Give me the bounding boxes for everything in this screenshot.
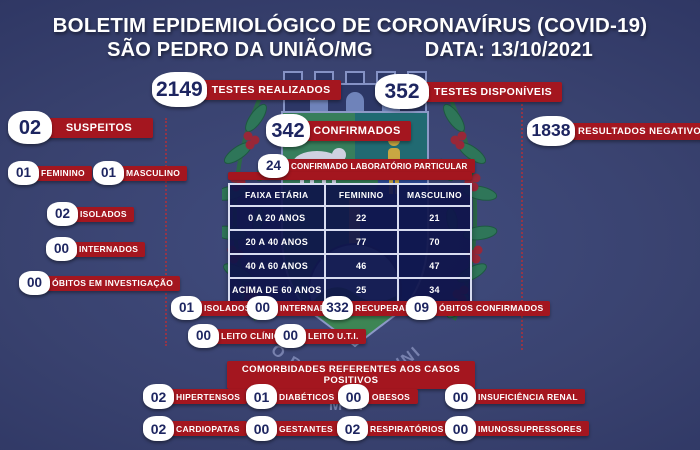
page-subtitle: SÃO PEDRO DA UNIÃO/MG DATA: 13/10/2021 — [0, 39, 700, 62]
stat-label: RESULTADOS NEGATIVOS — [568, 122, 700, 140]
table-row: 20 A 40 ANOS 77 70 — [228, 229, 472, 255]
cell-masculino: 70 — [397, 229, 472, 255]
stat-label: GESTANTES — [270, 421, 341, 436]
stat-label: ÓBITOS EM INVESTIGAÇÃO — [43, 275, 181, 291]
cell-feminino: 22 — [323, 205, 400, 231]
subtitle-city: SÃO PEDRO DA UNIÃO/MG — [107, 39, 373, 61]
stat-obitos-confirmados: 09 ÓBITOS CONFIRMADOS — [406, 296, 551, 320]
stat-value: 00 — [19, 271, 50, 295]
stat-testes-disponiveis: 352 TESTES DISPONÍVEIS — [375, 74, 563, 109]
stat-value: 02 — [8, 111, 52, 144]
age-table-header-row: FAIXA ETÁRIA FEMININO MASCULINO — [228, 183, 472, 207]
stat-value: 00 — [445, 384, 476, 409]
cell-faixa: 0 A 20 ANOS — [228, 205, 326, 231]
stat-label: HIPERTENSOS — [167, 389, 248, 404]
stat-value: 342 — [266, 114, 310, 147]
stat-value: 24 — [258, 154, 289, 178]
stat-value: 00 — [445, 416, 476, 441]
left-dotted-divider — [165, 118, 167, 346]
stat-value: 01 — [8, 161, 39, 185]
stat-masculino: 01 MASCULINO — [93, 161, 188, 185]
stat-value: 352 — [375, 74, 429, 109]
age-table: FAIXA ETÁRIA FEMININO MASCULINO 0 A 20 A… — [228, 183, 472, 303]
stat-suspeitos: 02 SUSPEITOS — [8, 111, 153, 144]
stat-label: FEMININO — [32, 165, 92, 181]
stat-label: CONFIRMADOS — [303, 120, 411, 141]
cell-feminino: 77 — [323, 229, 400, 255]
right-dotted-divider — [521, 96, 523, 350]
stat-label: MASCULINO — [117, 165, 188, 181]
stat-label: RESPIRATÓRIOS — [361, 421, 451, 436]
stat-testes-realizados: 2149 TESTES REALIZADOS — [152, 72, 341, 107]
stat-obitos-em-investigacao: 00 ÓBITOS EM INVESTIGAÇÃO — [19, 271, 181, 295]
stat-resultados-negativos: 1838 RESULTADOS NEGATIVOS — [527, 116, 700, 146]
stat-label: LEITO U.T.I. — [299, 328, 366, 344]
stat-value: 02 — [337, 416, 368, 441]
stat-confirmados: 342 CONFIRMADOS — [266, 114, 411, 147]
cell-faixa: 20 A 40 ANOS — [228, 229, 326, 255]
stat-value: 01 — [93, 161, 124, 185]
stat-label: CARDIOPATAS — [167, 421, 247, 436]
stat-value: 00 — [275, 324, 306, 348]
stat-label: TESTES DISPONÍVEIS — [422, 81, 563, 102]
stat-label: INTERNADOS — [70, 241, 146, 257]
stat-leito-uti: 00 LEITO U.T.I. — [275, 324, 366, 348]
subtitle-date: DATA: 13/10/2021 — [424, 39, 593, 61]
stat-value: 2149 — [152, 72, 207, 107]
col-header-feminino: FEMININO — [323, 183, 400, 207]
cell-masculino: 47 — [397, 253, 472, 279]
stat-label: ISOLADOS — [195, 300, 258, 316]
stat-label: OBESOS — [362, 389, 418, 404]
stat-value: 02 — [143, 384, 174, 409]
stat-value: 09 — [406, 296, 437, 320]
stat-value: 02 — [143, 416, 174, 441]
stat-value: 00 — [46, 237, 77, 261]
table-row: 40 A 60 ANOS 46 47 — [228, 253, 472, 279]
stat-label: LEITO CLÍNICO — [212, 328, 295, 344]
stat-label: TESTES REALIZADOS — [199, 79, 341, 100]
stat-value: 01 — [171, 296, 202, 320]
stat-label: ISOLADOS — [71, 206, 134, 222]
stat-label: INSUFICIÊNCIA RENAL — [469, 389, 585, 404]
stat-hipertensos: 02 HIPERTENSOS — [143, 384, 248, 409]
stat-value: 1838 — [527, 116, 575, 146]
table-row: 0 A 20 ANOS 22 21 — [228, 205, 472, 231]
stat-label: SUSPEITOS — [45, 117, 153, 138]
stat-diabeticos: 01 DIABÉTICOS — [246, 384, 342, 409]
stat-cardiopatas: 02 CARDIOPATAS — [143, 416, 247, 441]
stat-leito-clinico: 00 LEITO CLÍNICO — [188, 324, 295, 348]
stat-value: 02 — [47, 202, 78, 226]
stat-feminino: 01 FEMININO — [8, 161, 92, 185]
stat-insuficiencia-renal: 00 INSUFICIÊNCIA RENAL — [445, 384, 585, 409]
stat-value: 00 — [188, 324, 219, 348]
stat-suspeitos-internados: 00 INTERNADOS — [46, 237, 146, 261]
stat-value: 00 — [338, 384, 369, 409]
col-header-faixa-etaria: FAIXA ETÁRIA — [228, 183, 326, 207]
stat-obesos: 00 OBESOS — [338, 384, 418, 409]
page-title: BOLETIM EPIDEMIOLÓGICO DE CORONAVÍRUS (C… — [52, 14, 648, 37]
stat-imunossupressores: 00 IMUNOSSUPRESSORES — [445, 416, 589, 441]
cell-faixa: 40 A 60 ANOS — [228, 253, 326, 279]
stat-label: DIABÉTICOS — [270, 389, 342, 404]
stat-label: IMUNOSSUPRESSORES — [469, 421, 589, 436]
stat-value: 00 — [246, 416, 277, 441]
stat-confirmados-isolados: 01 ISOLADOS — [171, 296, 258, 320]
cell-masculino: 21 — [397, 205, 472, 231]
stat-label: CONFIRMADO LABORATÓRIO PARTICULAR — [282, 159, 475, 173]
stat-label: ÓBITOS CONFIRMADOS — [430, 300, 551, 316]
stat-respiratorios: 02 RESPIRATÓRIOS — [337, 416, 451, 441]
stat-value: 00 — [247, 296, 278, 320]
cell-feminino: 46 — [323, 253, 400, 279]
stat-suspeitos-isolados: 02 ISOLADOS — [47, 202, 134, 226]
stat-value: 01 — [246, 384, 277, 409]
col-header-masculino: MASCULINO — [397, 183, 472, 207]
stat-gestantes: 00 GESTANTES — [246, 416, 341, 441]
age-table-top-bar — [228, 172, 472, 180]
stat-value: 332 — [322, 296, 353, 320]
stat-confirmado-laboratorio-particular: 24 CONFIRMADO LABORATÓRIO PARTICULAR — [258, 154, 475, 178]
